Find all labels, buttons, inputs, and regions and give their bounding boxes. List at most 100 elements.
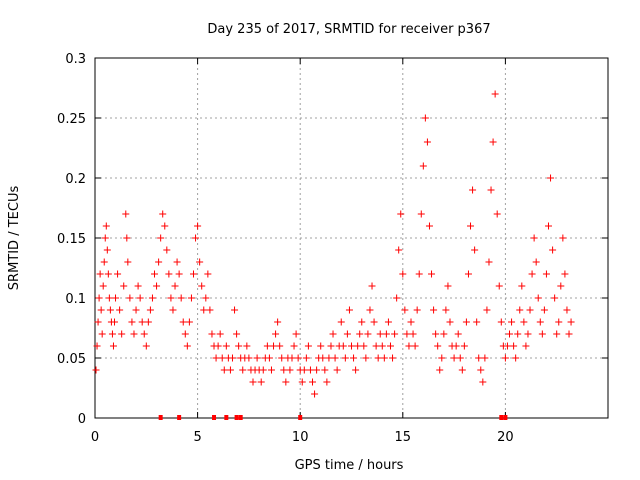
data-point: [120, 282, 128, 290]
data-point: [200, 306, 208, 314]
data-point: [253, 354, 261, 362]
data-point: [96, 270, 104, 278]
data-point: [218, 354, 226, 362]
data-point: [356, 330, 364, 338]
gap-marker: [177, 415, 182, 420]
data-point: [547, 174, 555, 182]
data-point: [123, 234, 131, 242]
data-point: [415, 270, 423, 278]
data-point: [292, 330, 300, 338]
data-point: [512, 354, 520, 362]
data-point: [321, 366, 329, 374]
data-point: [155, 258, 163, 266]
x-tick-label: 15: [395, 430, 412, 445]
data-point: [102, 222, 110, 230]
data-point: [553, 330, 561, 338]
data-point: [345, 306, 353, 314]
x-tick-label: 0: [91, 430, 99, 445]
data-point: [549, 246, 557, 254]
data-point: [489, 138, 497, 146]
data-point: [280, 366, 288, 374]
data-point: [530, 234, 538, 242]
data-point: [204, 270, 212, 278]
data-point: [167, 294, 175, 302]
data-point: [151, 270, 159, 278]
data-point: [339, 342, 347, 350]
data-point: [196, 258, 204, 266]
data-point: [518, 282, 526, 290]
data-point: [220, 366, 228, 374]
data-point: [401, 306, 409, 314]
data-point: [243, 342, 251, 350]
data-point: [161, 222, 169, 230]
data-point: [304, 342, 312, 350]
data-point: [341, 354, 349, 362]
data-point: [469, 186, 477, 194]
data-point: [171, 282, 179, 290]
data-point: [146, 306, 154, 314]
data-point: [175, 270, 183, 278]
data-point: [265, 354, 273, 362]
data-point: [148, 294, 156, 302]
data-point: [413, 306, 421, 314]
data-point: [97, 306, 105, 314]
data-point: [288, 354, 296, 362]
data-point: [100, 258, 108, 266]
data-point: [477, 366, 485, 374]
data-point: [198, 282, 206, 290]
chart-title: Day 235 of 2017, SRMTID for receiver p36…: [207, 22, 490, 37]
data-point: [192, 234, 200, 242]
data-point: [475, 354, 483, 362]
data-point: [440, 330, 448, 338]
data-point: [235, 342, 243, 350]
data-point: [325, 354, 333, 362]
data-point: [323, 378, 331, 386]
data-point: [249, 378, 257, 386]
data-point: [372, 342, 380, 350]
data-point: [140, 330, 148, 338]
data-point: [540, 306, 548, 314]
data-point: [551, 294, 559, 302]
data-point: [202, 294, 210, 302]
data-point: [302, 354, 310, 362]
data-point: [159, 210, 167, 218]
data-point: [313, 366, 321, 374]
data-point: [411, 342, 419, 350]
data-point: [337, 318, 345, 326]
data-point: [358, 318, 366, 326]
data-point: [417, 210, 425, 218]
data-point: [153, 282, 161, 290]
data-point: [228, 354, 236, 362]
data-point: [514, 330, 522, 338]
data-point: [105, 294, 113, 302]
data-point: [374, 354, 382, 362]
data-point: [380, 354, 388, 362]
data-point: [393, 294, 401, 302]
data-point: [110, 318, 118, 326]
data-point: [501, 354, 509, 362]
data-point: [520, 318, 528, 326]
data-point: [94, 318, 102, 326]
data-point: [516, 306, 524, 314]
data-point: [177, 294, 185, 302]
data-point: [407, 318, 415, 326]
y-axis-label: SRMTID / TECUs: [7, 186, 22, 291]
data-point: [510, 342, 518, 350]
data-point: [317, 342, 325, 350]
data-point: [458, 366, 466, 374]
data-point: [109, 342, 117, 350]
data-point: [557, 282, 565, 290]
data-point: [487, 186, 495, 194]
y-ticks: 0 0.05 0.1 0.15 0.2 0.25 0.3: [57, 52, 608, 427]
data-point: [471, 246, 479, 254]
data-point: [409, 330, 417, 338]
y-tick-label: 0.25: [57, 112, 86, 127]
data-point: [116, 306, 124, 314]
gap-marker: [234, 415, 239, 420]
data-point: [464, 270, 472, 278]
data-point: [508, 318, 516, 326]
data-point: [366, 306, 374, 314]
data-point: [222, 342, 230, 350]
data-point: [194, 222, 202, 230]
